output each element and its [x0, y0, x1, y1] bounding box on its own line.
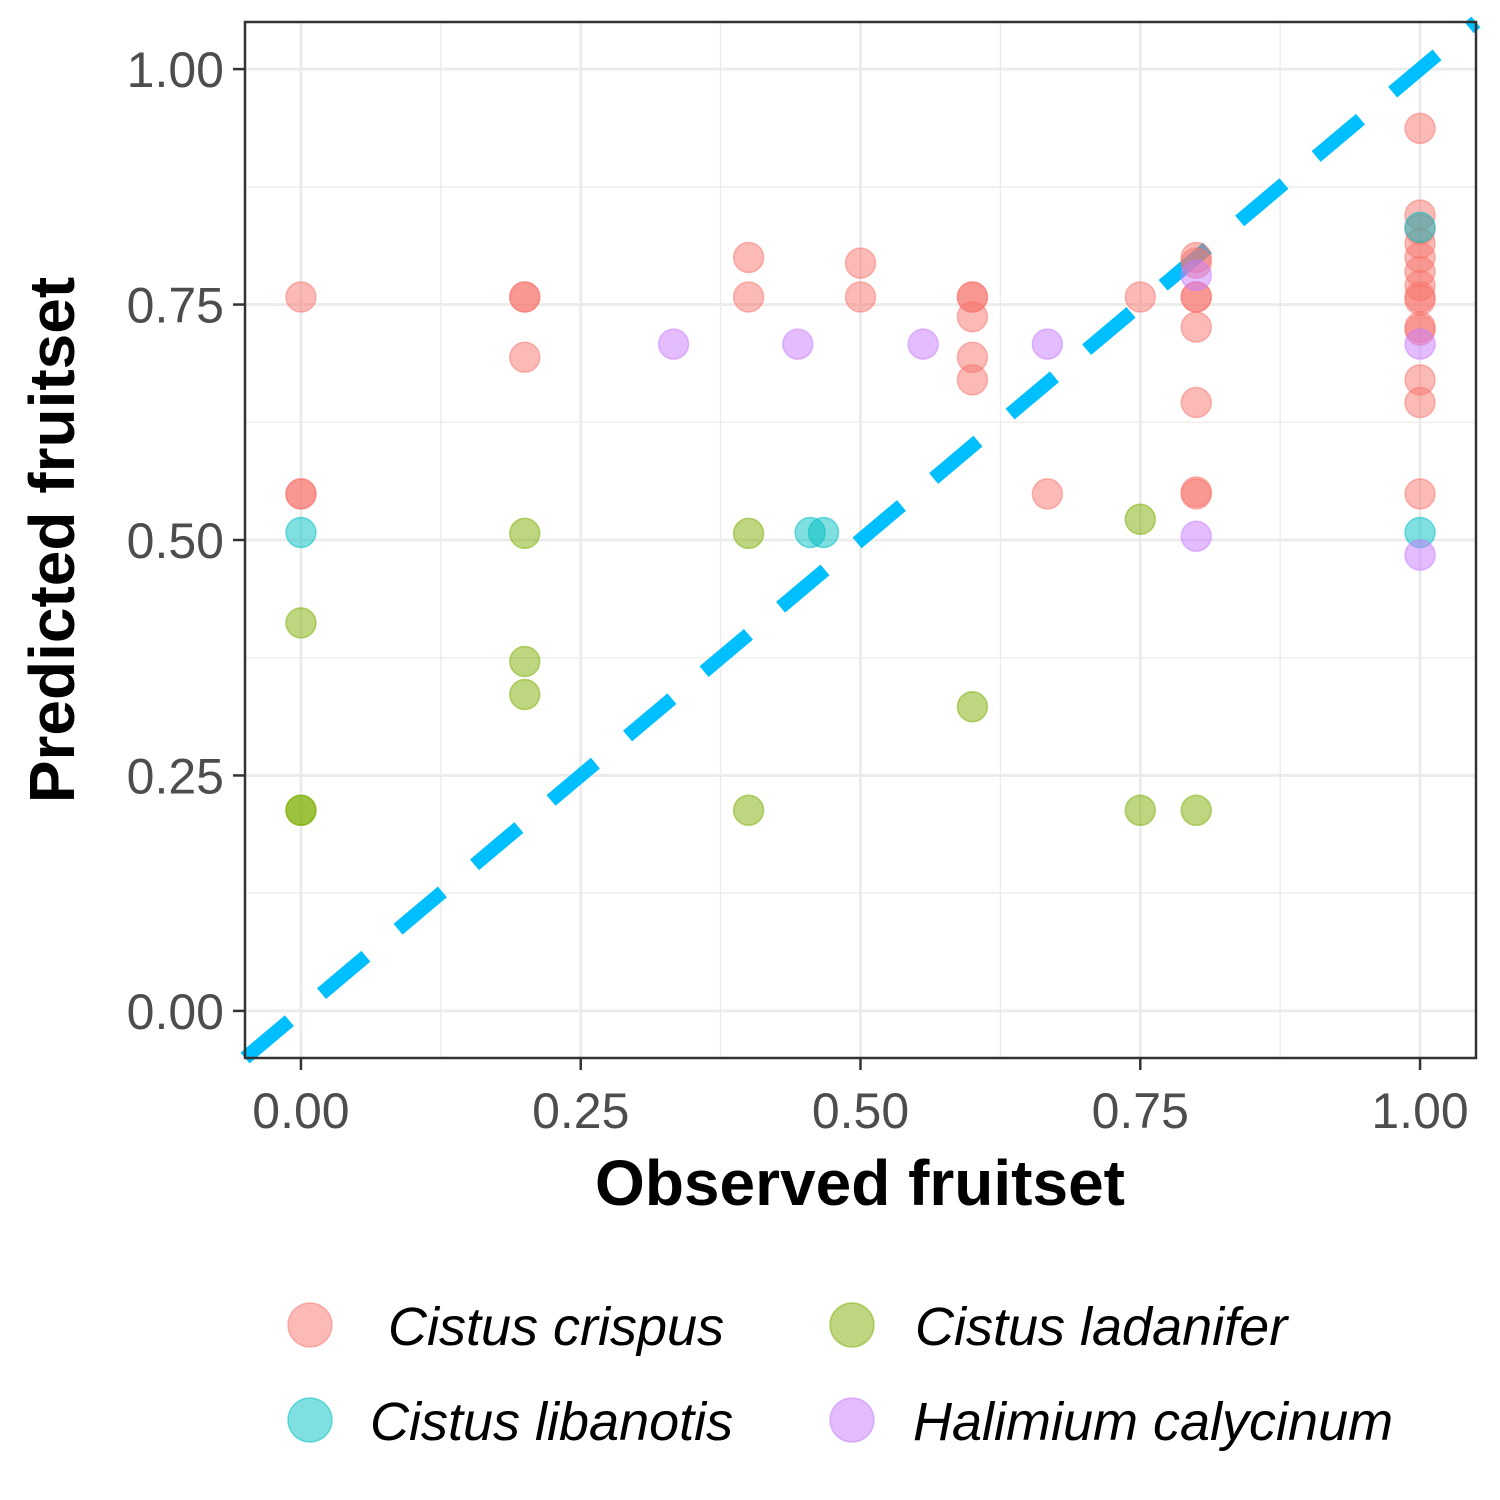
x-axis-title: Observed fruitset — [595, 1147, 1125, 1219]
data-point — [285, 607, 317, 639]
legend: Cistus crispus Cistus libanotis Cistus lad… — [287, 1297, 1393, 1452]
data-point — [1031, 478, 1064, 510]
data-point — [1404, 284, 1436, 316]
data-point — [732, 517, 765, 550]
data-point — [285, 478, 317, 510]
data-points — [285, 112, 1436, 827]
data-point — [509, 281, 541, 313]
data-point — [732, 794, 765, 827]
data-point — [1404, 112, 1436, 145]
data-point — [1404, 386, 1436, 419]
data-point — [1180, 794, 1212, 827]
data-point — [285, 516, 317, 549]
legend-key — [829, 1397, 875, 1443]
legend-label: Cistus libanotis — [370, 1392, 733, 1452]
data-point — [1404, 478, 1436, 510]
data-point — [1180, 520, 1212, 552]
data-point — [732, 281, 765, 313]
y-tick-label: 0.75 — [127, 278, 224, 334]
y-tick-label: 1.00 — [127, 42, 224, 98]
legend-key — [829, 1302, 875, 1348]
data-point — [1180, 259, 1212, 292]
data-point — [509, 517, 541, 550]
identity-reference-line — [240, 16, 1481, 1064]
data-point — [1404, 328, 1436, 360]
x-tick-label: 0.25 — [532, 1083, 629, 1139]
data-point — [956, 301, 989, 333]
x-tick-label: 1.00 — [1371, 1083, 1468, 1139]
data-point — [285, 281, 317, 313]
data-point — [782, 328, 814, 360]
data-point — [285, 794, 317, 827]
data-point — [1404, 211, 1436, 244]
x-tick-label: 0.50 — [812, 1083, 909, 1139]
y-tick-label: 0.00 — [127, 984, 224, 1040]
legend-key — [287, 1302, 333, 1348]
y-tick-label: 0.25 — [127, 748, 224, 804]
data-point — [509, 645, 541, 678]
legend-key — [287, 1397, 333, 1443]
data-point — [844, 281, 877, 313]
x-tick-label: 0.75 — [1092, 1083, 1189, 1139]
data-point — [1124, 281, 1157, 313]
data-point — [956, 690, 989, 723]
axis-ticks: 0.00 0.00 0.25 0.25 0.50 0.50 0.75 0.75 1.00 1.00 — [127, 42, 1469, 1139]
data-point — [1180, 386, 1212, 419]
data-point — [807, 516, 840, 549]
data-point — [1180, 311, 1212, 343]
data-point — [1031, 328, 1064, 360]
data-point — [509, 341, 541, 374]
data-point — [1124, 503, 1157, 536]
y-tick-label: 0.50 — [127, 513, 224, 569]
data-point — [1124, 794, 1157, 827]
data-point — [1180, 478, 1212, 510]
y-axis-title: Predicted fruitset — [16, 277, 88, 803]
data-point — [956, 364, 989, 396]
data-point — [907, 328, 939, 360]
legend-label: Cistus crispus — [388, 1297, 724, 1357]
legend-label: Halimium calycinum — [913, 1392, 1393, 1452]
reference-line-layer — [240, 16, 1481, 1064]
x-tick-label: 0.00 — [252, 1083, 349, 1139]
legend-label: Cistus ladanifer — [915, 1297, 1289, 1357]
data-point — [509, 678, 541, 711]
data-point — [732, 241, 765, 274]
data-point — [844, 247, 877, 279]
data-point — [657, 328, 690, 360]
data-point — [1404, 539, 1436, 571]
